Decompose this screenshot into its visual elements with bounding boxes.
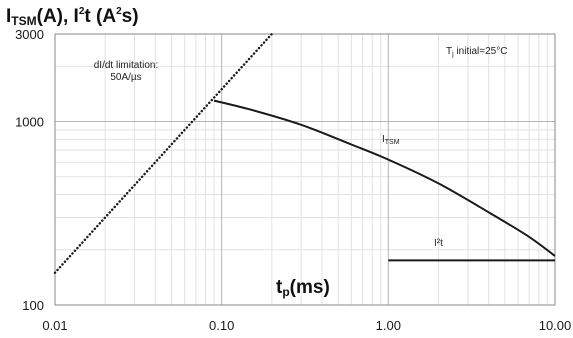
x-tick-label: 0.01 — [42, 318, 67, 333]
x-tick-label: 10.00 — [539, 318, 572, 333]
y-tick-label: 100 — [22, 298, 44, 313]
dIdt-annotation-line2: 50A/µs — [110, 72, 141, 83]
y-tick-labels: 100 1000 3000 — [15, 27, 44, 313]
i2t-curve-label: I²t — [434, 238, 443, 249]
x-tick-labels: 0.01 0.10 1.00 10.00 — [42, 318, 571, 333]
series-line-itsm — [213, 99, 556, 257]
y-tick-label: 3000 — [15, 27, 44, 42]
x-tick-label: 1.00 — [376, 318, 401, 333]
series-layer — [53, 32, 556, 274]
tj-annotation: Tj initial=25°C — [446, 46, 507, 58]
x-axis-label: tp(ms) — [276, 277, 330, 299]
plot-frame — [54, 33, 556, 306]
itsm-curve-label: ITSM — [382, 134, 400, 146]
x-tick-label: 0.10 — [209, 318, 234, 333]
dIdt-annotation-line1: dI/dt limitation: — [94, 60, 158, 71]
y-tick-label: 1000 — [15, 115, 44, 130]
chart-title: ITSM(A), I2t (A2s) — [6, 6, 139, 28]
